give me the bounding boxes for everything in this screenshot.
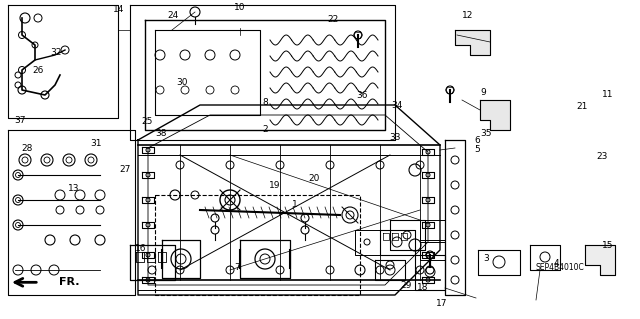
Text: 33: 33: [390, 133, 401, 142]
Text: 35: 35: [481, 130, 492, 138]
Polygon shape: [480, 100, 510, 130]
Text: 13: 13: [68, 184, 79, 193]
Text: 6: 6: [474, 136, 479, 145]
Text: 8: 8: [263, 98, 268, 107]
Text: 4: 4: [554, 259, 559, 268]
Text: 19: 19: [269, 181, 281, 189]
Text: 11: 11: [602, 90, 614, 99]
Text: 2: 2: [263, 125, 268, 134]
Text: 7: 7: [234, 263, 239, 272]
Text: 24: 24: [167, 11, 179, 20]
Polygon shape: [455, 30, 490, 55]
Text: SEP4B4010C: SEP4B4010C: [535, 263, 584, 272]
Text: 38: 38: [156, 130, 167, 138]
Text: 22: 22: [327, 15, 339, 24]
Text: 36: 36: [356, 91, 367, 100]
Text: 31: 31: [90, 139, 102, 148]
Text: 15: 15: [602, 241, 614, 250]
Text: 32: 32: [50, 48, 61, 57]
Polygon shape: [585, 245, 615, 275]
Text: 25: 25: [141, 117, 153, 126]
Text: 18: 18: [417, 283, 428, 292]
Text: FR.: FR.: [59, 277, 79, 287]
Text: 27: 27: [119, 165, 131, 174]
Text: 1: 1: [292, 200, 297, 209]
Text: 9: 9: [481, 88, 486, 97]
Text: 10: 10: [234, 4, 246, 12]
Text: 30: 30: [177, 78, 188, 87]
Text: 20: 20: [308, 174, 319, 183]
Text: 21: 21: [577, 102, 588, 111]
Text: 17: 17: [436, 299, 447, 308]
Text: 37: 37: [15, 116, 26, 125]
Text: 34: 34: [391, 101, 403, 110]
Text: 5: 5: [474, 145, 479, 154]
Text: 12: 12: [461, 11, 473, 20]
Text: 28: 28: [21, 144, 33, 153]
Text: 29: 29: [401, 281, 412, 290]
Text: 3: 3: [484, 254, 489, 263]
Text: 26: 26: [33, 66, 44, 75]
Text: 14: 14: [113, 5, 124, 14]
Text: 16: 16: [135, 244, 147, 253]
Text: 23: 23: [596, 152, 607, 161]
